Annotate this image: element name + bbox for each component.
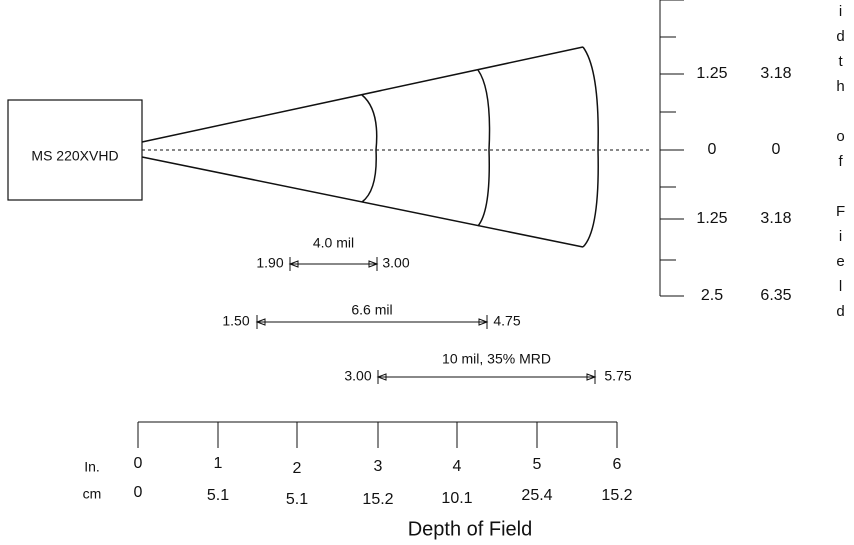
- width-cm: 0: [772, 141, 781, 158]
- depth-in: 0: [134, 455, 143, 472]
- range-right: 3.00: [382, 255, 409, 271]
- range-label: 10 mil, 35% MRD: [442, 351, 551, 367]
- depth-cm: 0: [134, 484, 143, 501]
- depth-cm: 10.1: [441, 490, 472, 507]
- depth-in: 1: [214, 455, 223, 472]
- range-right: 5.75: [604, 368, 631, 384]
- arrow: [478, 318, 489, 326]
- depth-in: 4: [453, 458, 462, 475]
- depth-cm: 5.1: [207, 487, 229, 504]
- arrow: [586, 373, 597, 381]
- depth-in: 6: [613, 456, 622, 473]
- depth-in: 5: [533, 456, 542, 473]
- cone-arc: [582, 46, 599, 248]
- cone-arc: [477, 69, 491, 227]
- depth-cm: 15.2: [601, 487, 632, 504]
- range-left: 1.50: [222, 313, 249, 329]
- width-cm: 6.35: [760, 0, 791, 3]
- cm-label: cm: [83, 486, 102, 502]
- in-label: In.: [84, 459, 100, 475]
- arrow: [368, 260, 379, 268]
- range-label: 4.0 mil: [313, 235, 354, 251]
- range-label: 6.6 mil: [351, 302, 392, 318]
- width-cm: 3.18: [760, 210, 791, 227]
- range-left: 3.00: [344, 368, 371, 384]
- depth-cm: 25.4: [521, 487, 552, 504]
- width-in: 2.5: [701, 287, 723, 304]
- depth-cm: 5.1: [286, 491, 308, 508]
- range-left: 1.90: [256, 255, 283, 271]
- arrow: [376, 373, 387, 381]
- depth-cm: 15.2: [362, 491, 393, 508]
- depth-title: Depth of Field: [408, 518, 533, 540]
- width-in: 2.5: [701, 0, 723, 3]
- width-in: 1.25: [696, 65, 727, 82]
- cone-arc: [361, 94, 378, 203]
- width-cm: 6.35: [760, 287, 791, 304]
- device-label: MS 220XVHD: [31, 148, 118, 164]
- range-right: 4.75: [493, 313, 520, 329]
- depth-in: 2: [293, 460, 302, 477]
- depth-in: 3: [374, 458, 383, 475]
- width-cm: 3.18: [760, 65, 791, 82]
- width-in: 0: [708, 141, 717, 158]
- arrow: [288, 260, 299, 268]
- width-title: Width of Field: [832, 0, 849, 328]
- width-in: 1.25: [696, 210, 727, 227]
- arrow: [255, 318, 266, 326]
